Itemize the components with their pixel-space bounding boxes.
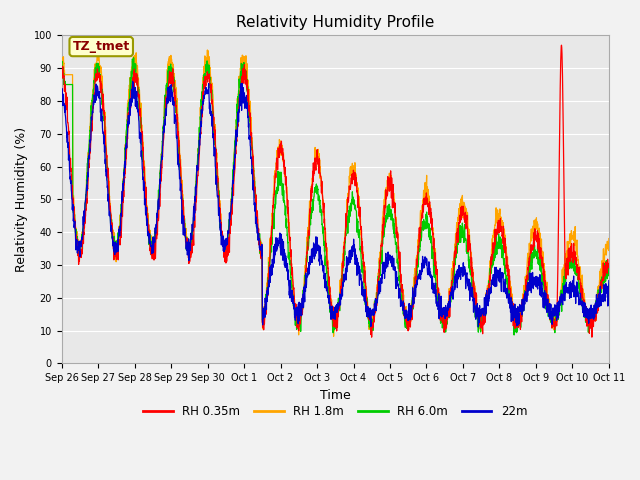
- X-axis label: Time: Time: [320, 389, 351, 402]
- Legend: RH 0.35m, RH 1.8m, RH 6.0m, 22m: RH 0.35m, RH 1.8m, RH 6.0m, 22m: [138, 401, 532, 423]
- Y-axis label: Relativity Humidity (%): Relativity Humidity (%): [15, 127, 28, 272]
- Text: TZ_tmet: TZ_tmet: [72, 40, 130, 53]
- Title: Relativity Humidity Profile: Relativity Humidity Profile: [236, 15, 435, 30]
